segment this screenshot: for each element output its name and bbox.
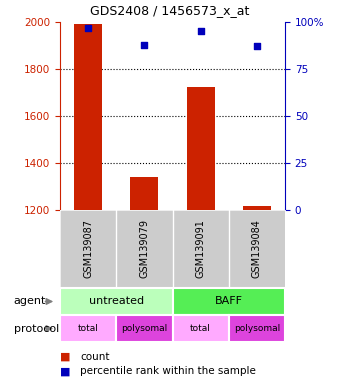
Bar bbox=[172, 288, 285, 315]
Text: GSM139079: GSM139079 bbox=[139, 220, 149, 278]
Bar bbox=[60, 315, 116, 342]
Text: GSM139084: GSM139084 bbox=[252, 220, 262, 278]
Text: BAFF: BAFF bbox=[215, 296, 243, 306]
Bar bbox=[60, 288, 172, 315]
Point bbox=[142, 41, 147, 48]
Bar bbox=[187, 87, 215, 210]
Text: GDS2408 / 1456573_x_at: GDS2408 / 1456573_x_at bbox=[90, 4, 250, 17]
Bar bbox=[116, 315, 172, 342]
Bar bbox=[243, 207, 271, 210]
Text: agent: agent bbox=[14, 296, 46, 306]
Text: total: total bbox=[190, 324, 211, 333]
Text: polysomal: polysomal bbox=[121, 324, 168, 333]
Text: polysomal: polysomal bbox=[234, 324, 280, 333]
Text: total: total bbox=[78, 324, 99, 333]
Text: GSM139087: GSM139087 bbox=[83, 220, 93, 278]
Text: ■: ■ bbox=[60, 366, 70, 376]
Text: count: count bbox=[80, 352, 110, 362]
Point bbox=[85, 25, 91, 31]
Text: GSM139091: GSM139091 bbox=[195, 220, 206, 278]
Text: protocol: protocol bbox=[14, 323, 59, 333]
Point bbox=[254, 43, 260, 50]
Point bbox=[198, 28, 203, 35]
Bar bbox=[229, 315, 285, 342]
Text: percentile rank within the sample: percentile rank within the sample bbox=[80, 366, 256, 376]
Text: untreated: untreated bbox=[89, 296, 144, 306]
Bar bbox=[74, 24, 102, 210]
Text: ■: ■ bbox=[60, 352, 70, 362]
Bar bbox=[130, 177, 158, 210]
Bar bbox=[172, 315, 229, 342]
